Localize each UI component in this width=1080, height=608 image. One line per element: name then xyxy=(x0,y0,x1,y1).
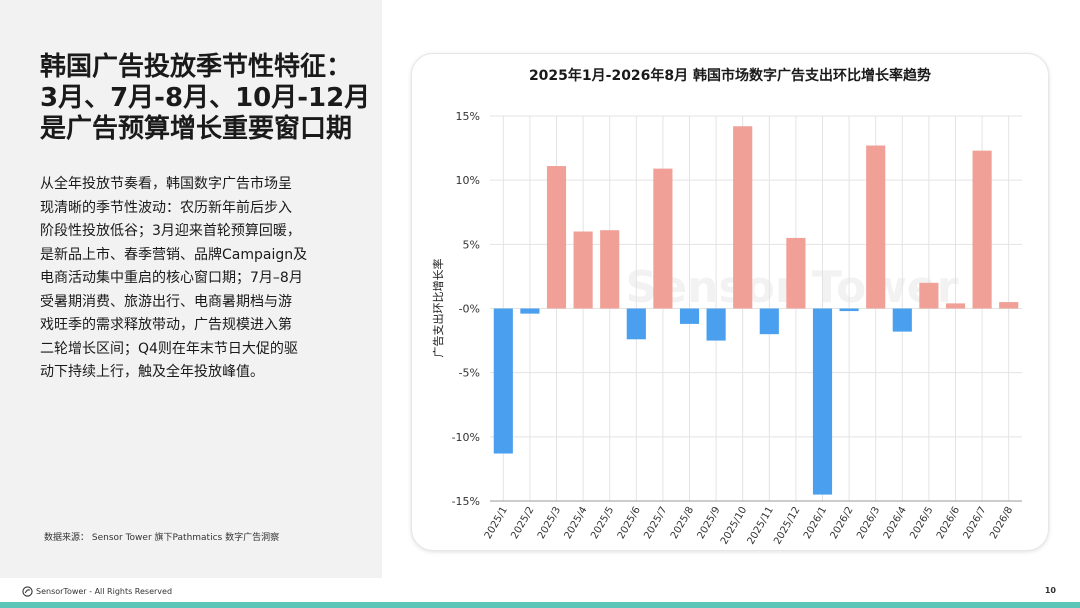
y-tick-label: 5% xyxy=(463,238,480,251)
bar-2025-8 xyxy=(679,308,700,324)
bar-2026-1 xyxy=(812,308,833,495)
title-line: 是广告预算增长重要窗口期 xyxy=(40,114,353,144)
bar-2025-4 xyxy=(573,231,593,309)
x-tick-label: 2025/3 xyxy=(536,505,563,541)
bar-2026-8 xyxy=(999,302,1019,309)
y-tick-label: -5% xyxy=(459,367,480,380)
description-line: 戏旺季的需求释放带动，广告规模进入第 xyxy=(40,317,292,333)
x-tick-label: 2026/2 xyxy=(829,505,856,541)
description-line: 二轮增长区间；Q4则在年末节日大促的驱 xyxy=(40,340,298,357)
description-line: 受暑期消费、旅游出行、电商暑期档与游 xyxy=(40,293,292,310)
sensor-tower-logo-icon xyxy=(22,586,33,597)
bar-2025-2 xyxy=(520,308,540,314)
bar-2025-6 xyxy=(626,308,646,340)
y-tick-label: 15% xyxy=(456,110,480,123)
x-tick-label: 2025/7 xyxy=(642,505,669,541)
bar-2025-11 xyxy=(759,308,779,335)
x-tick-label: 2025/1 xyxy=(483,505,510,541)
bar-2026-3 xyxy=(866,145,886,309)
data-source-note: 数据来源： Sensor Tower 旗下Pathmatics 数字广告洞察 xyxy=(44,533,280,543)
page-title: 韩国广告投放季节性特征： 3月、7月-8月、10月-12月 是广告预算增长重要窗… xyxy=(40,52,380,145)
footer-copyright: SensorTower - All Rights Reserved xyxy=(36,587,173,596)
bar-2025-9 xyxy=(706,308,726,341)
x-tick-label: 2025/9 xyxy=(696,505,723,541)
y-axis-label: 广告支出环比增长率 xyxy=(431,259,445,358)
bar-2026-5 xyxy=(919,282,939,309)
x-tick-label: 2025/11 xyxy=(746,505,776,546)
x-tick-label: 2025/5 xyxy=(589,505,616,541)
bar-2026-4 xyxy=(892,308,912,332)
title-line: 韩国广告投放季节性特征： xyxy=(40,52,353,82)
bar-2025-3 xyxy=(546,166,567,309)
footer-accent-bar xyxy=(0,602,1080,608)
description-line: 动下持续上行，触及全年投放峰值。 xyxy=(40,364,264,380)
description-line: 现清晰的季节性波动：农历新年前后步入 xyxy=(40,199,292,216)
footer-logo: SensorTower - All Rights Reserved xyxy=(22,586,172,597)
page-number: 10 xyxy=(1044,586,1056,595)
description-line: 从全年投放节奏看，韩国数字广告市场呈 xyxy=(40,176,292,192)
x-tick-label: 2026/4 xyxy=(882,505,909,541)
x-tick-label: 2026/6 xyxy=(935,505,962,541)
description-line: 电商活动集中重启的核心窗口期；7月–8月 xyxy=(40,270,303,286)
bar-layer xyxy=(493,126,1019,495)
x-tick-label: 2026/8 xyxy=(988,505,1015,541)
bar-chart: 2025年1月-2026年8月 韩国市场数字广告支出环比增长率趋势 Sensor… xyxy=(431,67,1022,546)
y-tick-label: -15% xyxy=(452,495,480,508)
x-tick-label: 2025/6 xyxy=(616,505,643,541)
y-tick-label: -10% xyxy=(452,431,480,444)
x-tick-label: 2026/3 xyxy=(855,505,882,541)
chart-card: 2025年1月-2026年8月 韩国市场数字广告支出环比增长率趋势 Sensor… xyxy=(411,53,1049,551)
description-line: 是新品上市、春季营销、品牌Campaign及 xyxy=(40,246,308,263)
description-text: 从全年投放节奏看，韩国数字广告市场呈 现清晰的季节性波动：农历新年前后步入 阶段… xyxy=(40,173,370,385)
bar-2026-7 xyxy=(972,150,992,309)
footer: SensorTower - All Rights Reserved 10 xyxy=(0,578,1080,608)
bar-2026-6 xyxy=(945,303,966,309)
x-tick-label: 2026/1 xyxy=(802,505,829,541)
x-tick-label: 2025/8 xyxy=(669,505,696,541)
bar-2025-5 xyxy=(600,230,620,309)
x-tick-label: 2025/4 xyxy=(563,505,590,541)
left-panel: 韩国广告投放季节性特征： 3月、7月-8月、10月-12月 是广告预算增长重要窗… xyxy=(0,0,382,578)
x-tick-label: 2026/7 xyxy=(962,505,989,541)
description-line: 阶段性投放低谷；3月迎来首轮预算回暖， xyxy=(40,223,301,239)
bar-2025-12 xyxy=(786,237,806,309)
bar-2025-10 xyxy=(733,126,753,309)
x-tick-label: 2025/10 xyxy=(719,505,749,546)
x-tick-label: 2025/2 xyxy=(509,505,536,541)
bar-2026-2 xyxy=(839,308,859,312)
title-line: 3月、7月-8月、10月-12月 xyxy=(40,83,371,113)
x-tick-label: 2025/12 xyxy=(772,505,802,546)
bar-2025-1 xyxy=(493,308,513,454)
y-tick-label: 10% xyxy=(456,174,480,187)
y-tick-label: -0% xyxy=(459,303,480,316)
chart-title: 2025年1月-2026年8月 韩国市场数字广告支出环比增长率趋势 xyxy=(529,67,931,84)
grid-layer xyxy=(490,115,1022,502)
bar-2025-7 xyxy=(653,168,673,309)
x-tick-label: 2026/5 xyxy=(908,505,935,541)
